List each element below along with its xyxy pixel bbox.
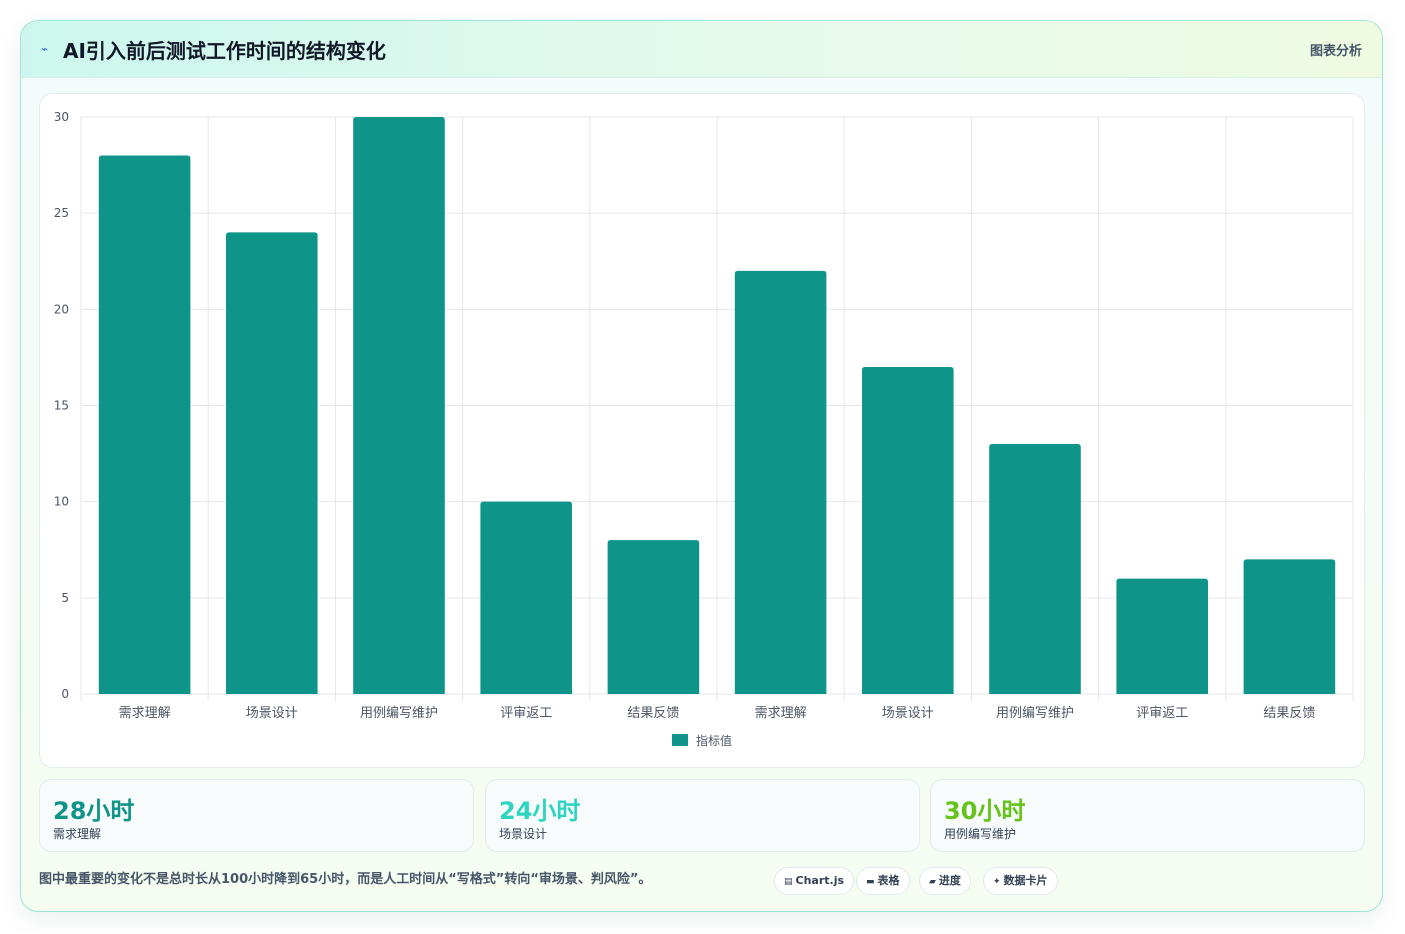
stat-card-1: 28小时 需求理解	[39, 779, 474, 852]
y-tick-label: 10	[54, 495, 69, 509]
stat-value: 24小时	[499, 797, 581, 825]
bar	[226, 232, 318, 694]
chip-data-card[interactable]: ✦ 数据卡片	[983, 867, 1058, 895]
chip-label: Chart.js	[795, 874, 845, 887]
stat-card-2: 24小时 场景设计	[485, 779, 920, 852]
chip-label: 数据卡片	[1003, 874, 1048, 887]
stat-label: 场景设计	[499, 827, 548, 841]
x-tick-label: 需求理解	[119, 706, 171, 721]
stat-label: 需求理解	[53, 827, 102, 841]
bar	[98, 155, 191, 694]
stat-card-3: 30小时 用例编写维护	[930, 779, 1365, 852]
chart-card: ⌁ AI引入前后测试工作时间的结构变化 图表分析 0 5 10 15 20 25 30 需求理…	[20, 20, 1383, 912]
stat-value: 28小时	[53, 797, 135, 825]
y-tick-label: 30	[54, 110, 69, 124]
y-tick-label: 20	[54, 302, 69, 316]
chart-analysis-tag: 图表分析	[1309, 44, 1362, 59]
bar	[1243, 559, 1336, 694]
x-tick-label: 场景设计	[882, 706, 934, 721]
x-tick-label: 评审返工	[500, 706, 552, 721]
table-icon: ▬	[866, 877, 875, 887]
y-tick-label: 25	[54, 206, 69, 220]
y-tick-label: 15	[54, 399, 69, 413]
bar	[480, 501, 572, 694]
x-tick-label: 结果反馈	[1263, 706, 1315, 721]
progress-icon: ▰	[929, 877, 936, 887]
chip-chartjs[interactable]: ▤ Chart.js	[774, 867, 855, 895]
stat-value: 30小时	[944, 797, 1026, 825]
x-tick-label: 用例编写维护	[360, 706, 438, 721]
y-tick-label: 5	[61, 591, 69, 605]
chip-label: 表格	[877, 874, 900, 887]
x-tick-label: 用例编写维护	[996, 706, 1074, 721]
bar	[989, 443, 1081, 694]
card-icon: ✦	[993, 877, 1001, 887]
bar	[353, 117, 445, 694]
bar	[1116, 578, 1208, 694]
bar-chart: 0 5 10 15 20 25 30 需求理解 场景设计 用例编写维护 评审返工 结果反馈 需求理解 场景…	[54, 110, 1354, 748]
card-header: ⌁ AI引入前后测试工作时间的结构变化 图表分析	[21, 21, 1382, 78]
card-title: AI引入前后测试工作时间的结构变化	[63, 39, 386, 63]
x-tick-label: 结果反馈	[627, 706, 679, 721]
x-tick-label: 评审返工	[1136, 706, 1188, 721]
chart-area: 0 5 10 15 20 25 30 需求理解 场景设计 用例编写维护 评审返工 结果反馈 需求理解 场景…	[39, 93, 1365, 768]
y-tick-label: 0	[61, 687, 69, 701]
chip-progress[interactable]: ▰ 进度	[919, 867, 971, 895]
chart-icon: ▤	[784, 877, 793, 887]
stat-label: 用例编写维护	[944, 827, 1017, 841]
chip-table[interactable]: ▬ 表格	[856, 867, 910, 895]
summary-note: 图中最重要的变化不是总时长从100小时降到65小时，而是人工时间从“写格式”转向…	[39, 872, 652, 887]
legend-label: 指标值	[696, 733, 732, 748]
bar	[607, 540, 700, 694]
bar	[862, 367, 954, 694]
legend-swatch	[672, 734, 688, 746]
x-tick-label: 需求理解	[755, 706, 807, 721]
sparkle-icon: ⌁	[41, 42, 49, 56]
chip-label: 进度	[938, 874, 961, 887]
x-tick-label: 场景设计	[246, 706, 298, 721]
bar	[734, 270, 827, 694]
